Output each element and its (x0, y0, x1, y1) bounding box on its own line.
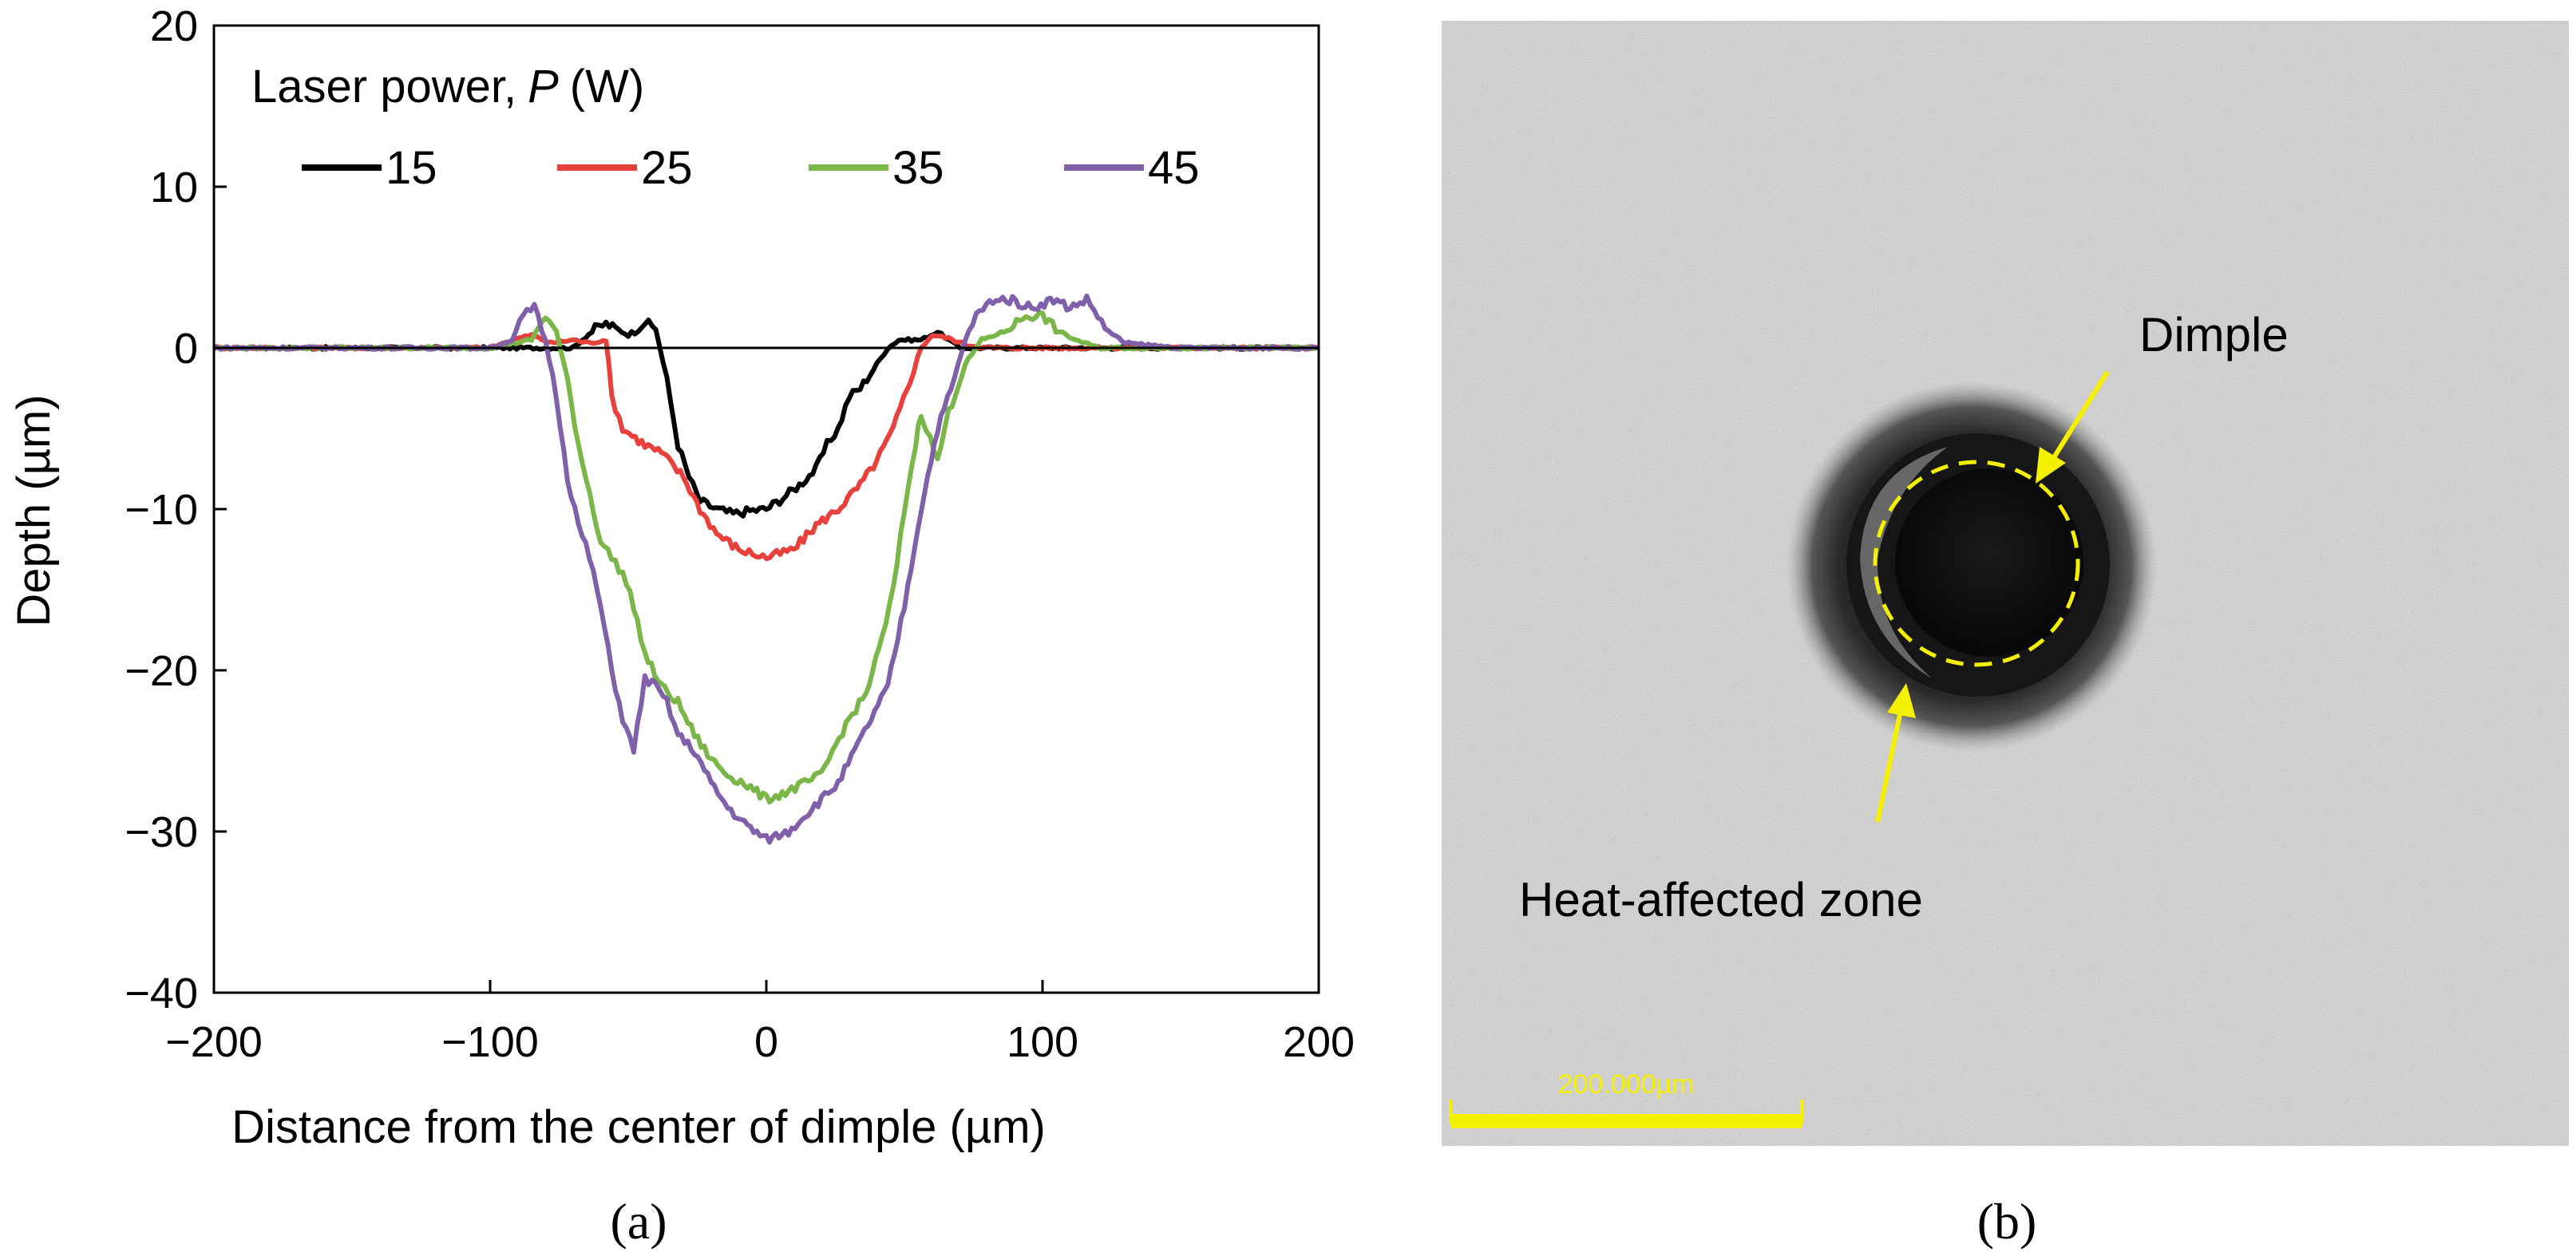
rim-highlight (1860, 447, 1948, 678)
x-tick-labels: −200 −100 0 100 200 (165, 1018, 1355, 1066)
dimple-arrow-head (2036, 447, 2066, 484)
legend-title-unit: (W) (570, 61, 644, 113)
y-tick-label: 20 (150, 2, 198, 50)
x-tick-label: 100 (1007, 1018, 1078, 1066)
y-axis-ticks (214, 24, 227, 994)
x-tick-label: −100 (441, 1018, 539, 1066)
haz-arrow-head (1887, 683, 1916, 718)
y-tick-label: −30 (125, 808, 198, 856)
x-axis-label: Distance from the center of dimple (µm) (231, 1101, 1046, 1153)
y-tick-label: 10 (150, 164, 198, 211)
legend-label-15: 15 (386, 142, 437, 194)
series-line-45 (214, 293, 1319, 845)
legend-label-25: 25 (641, 142, 693, 194)
panel-b-label: (b) (1977, 1193, 2037, 1250)
haz-arrow-shaft (1875, 713, 1902, 823)
dimple-pit (1895, 468, 2083, 657)
legend-title: Laser power, P (W) (251, 61, 644, 113)
dimple-annotation: Dimple (2139, 308, 2289, 361)
legend-label-35: 35 (892, 142, 944, 194)
plot-frame (212, 24, 1320, 994)
series-line-25 (214, 332, 1319, 562)
dimple-outline-dashed (1873, 460, 2080, 667)
series-lines (214, 293, 1319, 845)
legend-label-45: 45 (1148, 142, 1200, 194)
y-tick-label: −10 (125, 486, 198, 534)
y-tick-label: −40 (125, 970, 198, 1017)
x-tick-label: −200 (165, 1018, 263, 1066)
x-tick-label: 0 (754, 1018, 778, 1066)
legend: 15 25 35 45 (302, 142, 1200, 194)
scale-bar (1450, 1114, 1802, 1128)
scale-bar-label: 200.000µm (1558, 1069, 1695, 1100)
dimple-arrow-shaft (2049, 370, 2110, 463)
y-tick-labels: 20 10 0 −10 −20 −30 −40 (125, 2, 198, 1017)
y-tick-label: −20 (125, 647, 198, 695)
dimple-micrograph: Dimple Heat-affected zone 200.000µm (b) (1442, 21, 2569, 1250)
panel-a-label: (a) (610, 1193, 667, 1250)
legend-title-prefix: Laser power, (251, 61, 516, 113)
x-axis-ticks (212, 980, 1320, 993)
haz-annotation: Heat-affected zone (1519, 873, 1923, 926)
legend-title-variable: P (528, 61, 559, 113)
x-tick-label: 200 (1283, 1018, 1355, 1066)
y-tick-label: 0 (174, 325, 198, 373)
y-axis-label: Depth (µm) (8, 394, 60, 626)
